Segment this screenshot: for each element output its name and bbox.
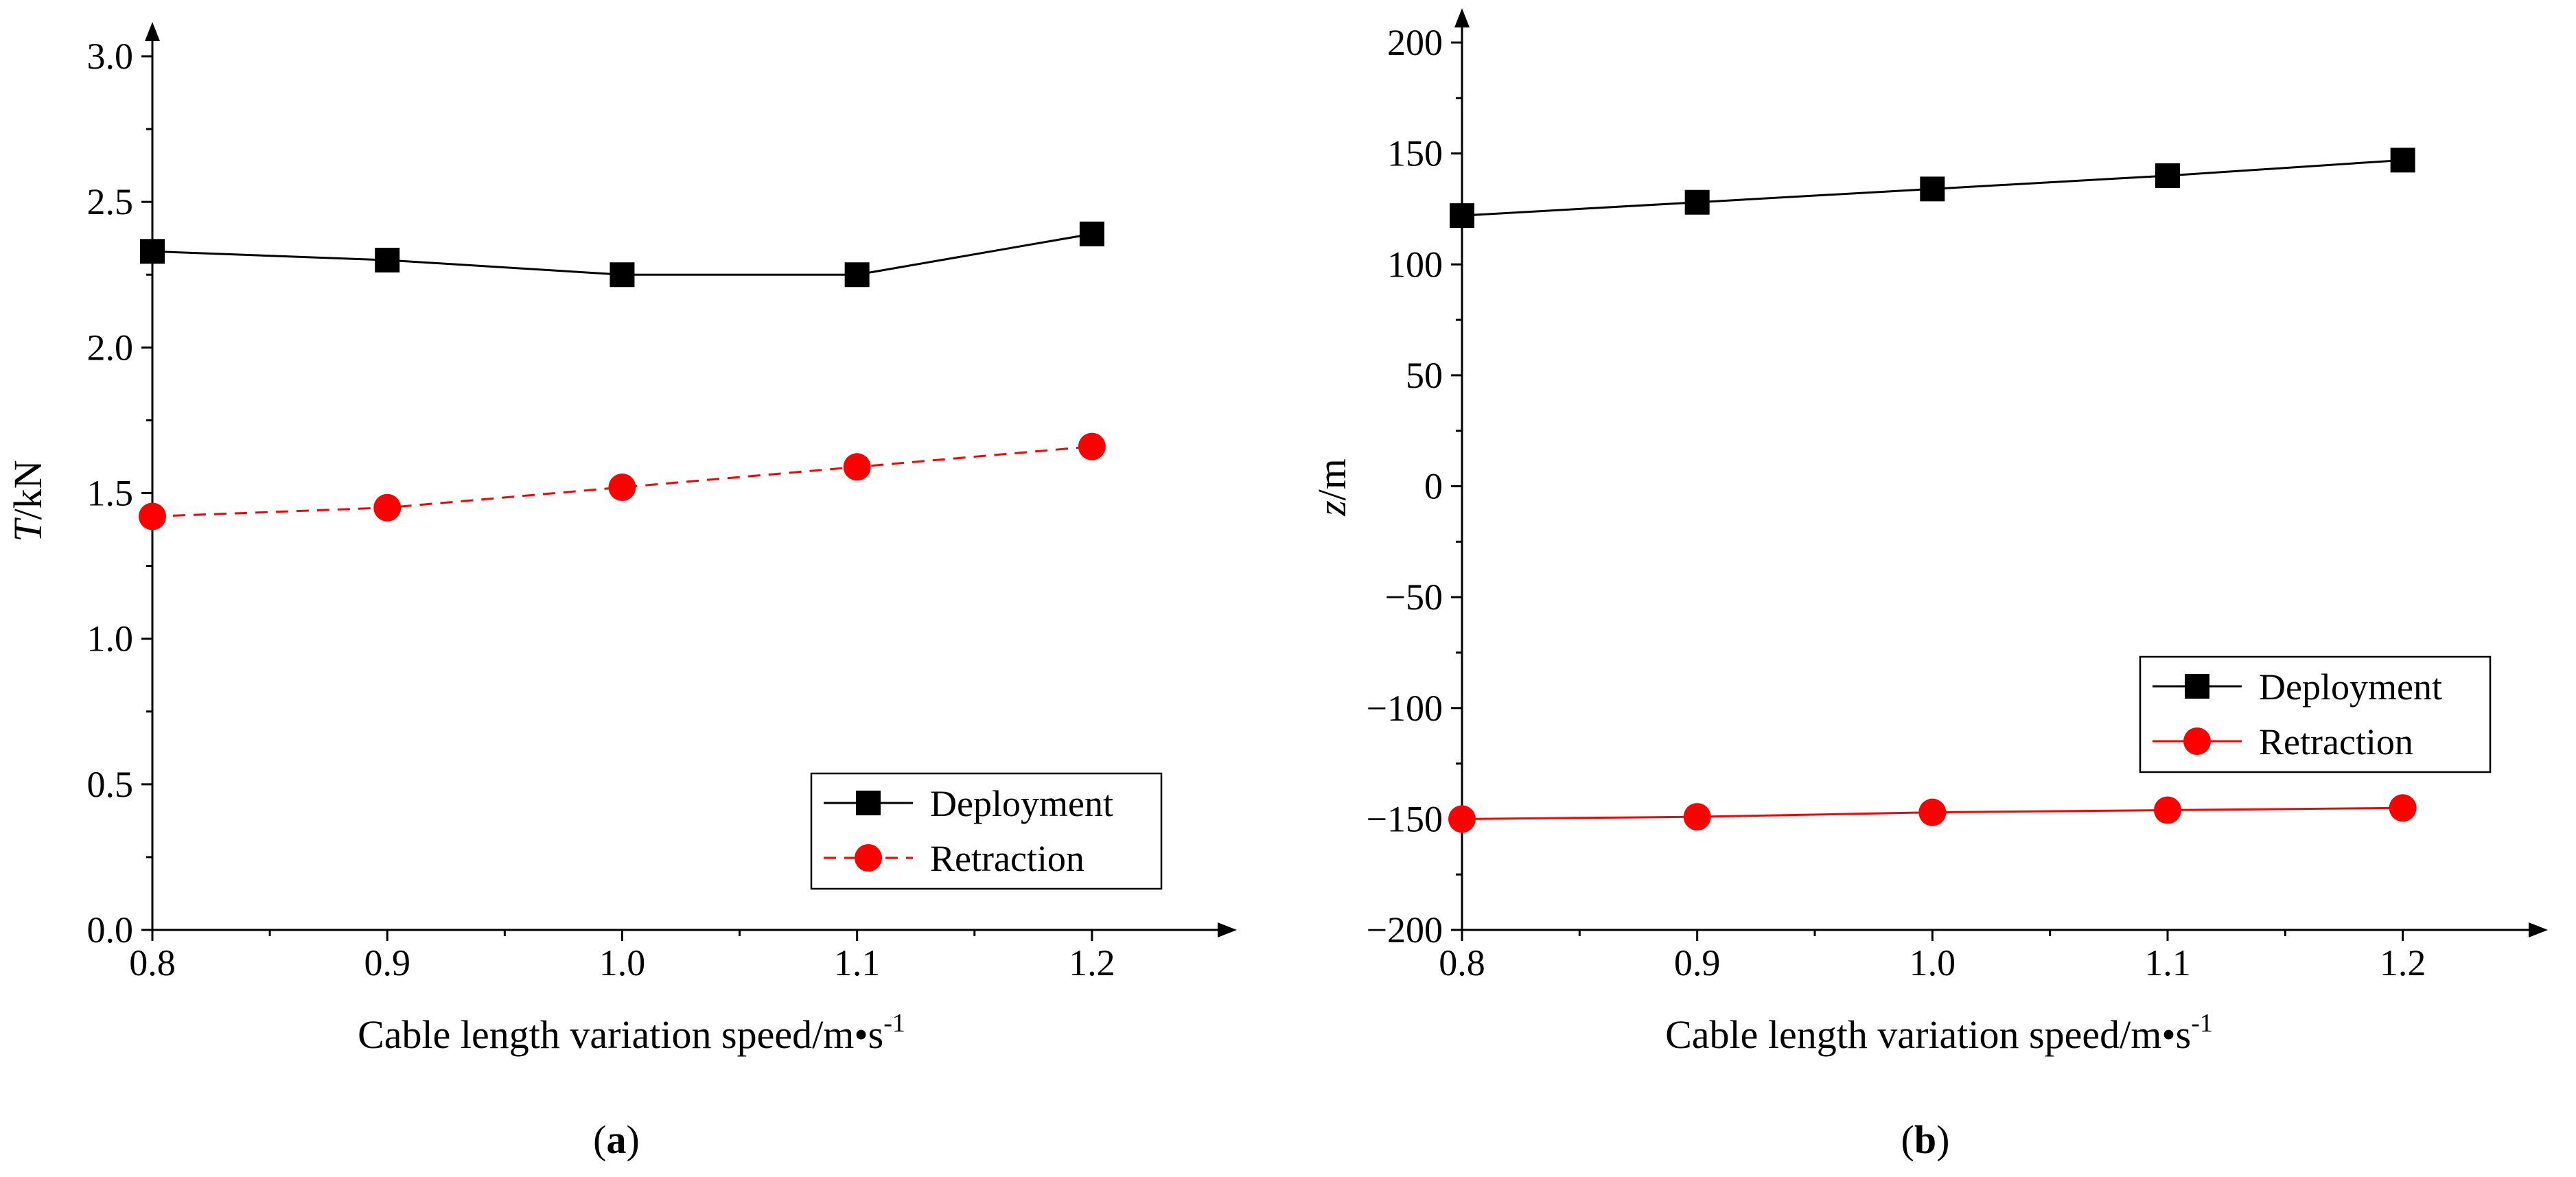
x-axis-arrow-a xyxy=(1218,922,1237,937)
caption-b: (b) xyxy=(1901,1117,1950,1162)
y-axis-arrow-b xyxy=(1454,8,1470,27)
data-point-deployment-a xyxy=(140,239,165,264)
legend-marker-deployment-a xyxy=(856,791,881,815)
x-axis-arrow-b xyxy=(2529,922,2548,937)
y-tick-label-b: −100 xyxy=(1367,688,1443,729)
data-point-deployment-a xyxy=(1079,221,1104,246)
legend-marker-retraction-a xyxy=(855,844,882,872)
y-tick-label-b: 100 xyxy=(1387,244,1443,285)
y-axis-label-b: z/m xyxy=(1310,458,1354,517)
legend-label-retraction-a: Retraction xyxy=(930,838,1084,879)
data-point-deployment-a xyxy=(610,262,635,288)
legend-marker-deployment-b xyxy=(2185,674,2209,699)
data-point-retraction-a xyxy=(608,474,636,502)
y-tick-label-b: 200 xyxy=(1387,22,1443,63)
y-tick-label-b: −150 xyxy=(1367,798,1443,839)
y-tick-label-a: 0.5 xyxy=(87,764,134,805)
y-axis-arrow-a xyxy=(145,22,160,41)
chart-panel-a: T/kN Cable length variation speed/m•s-1 … xyxy=(5,22,1237,1162)
legend-a: Deployment Retraction xyxy=(810,772,1163,890)
data-point-retraction-a xyxy=(139,502,166,531)
plot-area-a: 0.8 0.9 1.0 1.1 1.2 0.0 0.5 1.0 1.5 2.0 2.5 3.0 xyxy=(87,22,1237,983)
chart-panel-b: z/m Cable length variation speed/m•s-1 (… xyxy=(1310,8,2548,1162)
legend-b: Deployment Retraction xyxy=(2139,655,2492,773)
x-tick-label-b: 0.8 xyxy=(1439,942,1485,983)
y-axis-label-a: T/kN xyxy=(5,460,50,541)
y-tick-label-a: 2.0 xyxy=(87,327,134,368)
data-point-deployment-b xyxy=(2155,163,2180,188)
x-tick-label-a: 1.2 xyxy=(1069,942,1115,983)
x-tick-label-b: 1.1 xyxy=(2144,942,2191,983)
legend-label-deployment-a: Deployment xyxy=(930,783,1113,824)
y-tick-label-a: 0.0 xyxy=(87,909,134,951)
series-line-retraction-a xyxy=(152,445,1093,517)
y-tick-label-a: 3.0 xyxy=(87,36,134,77)
legend-marker-retraction-b xyxy=(2183,727,2211,755)
y-tick-label-a: 2.5 xyxy=(87,181,134,222)
y-tick-label-a: 1.0 xyxy=(87,618,134,660)
x-tick-label-a: 1.0 xyxy=(599,942,646,983)
y-tick-label-b: 150 xyxy=(1387,133,1443,174)
data-point-retraction-b xyxy=(1448,805,1476,833)
y-tick-label-a: 1.5 xyxy=(87,473,134,514)
x-tick-label-b: 0.9 xyxy=(1674,942,1721,983)
data-point-retraction-a xyxy=(373,493,402,522)
y-tick-label-b: −50 xyxy=(1385,576,1443,618)
y-tick-label-b: 50 xyxy=(1406,355,1443,396)
legend-label-deployment-b: Deployment xyxy=(2259,666,2442,708)
data-point-deployment-a xyxy=(375,248,400,273)
data-point-retraction-a xyxy=(843,453,871,481)
data-point-deployment-a xyxy=(844,262,870,288)
y-tick-label-b: 0 xyxy=(1424,466,1443,507)
data-point-retraction-b xyxy=(1683,803,1711,831)
caption-a: (a) xyxy=(593,1117,640,1162)
x-tick-label-a: 1.1 xyxy=(834,942,881,983)
x-axis-label-a: Cable length variation speed/m•s-1 xyxy=(358,1009,905,1057)
data-point-deployment-b xyxy=(1920,176,1945,202)
data-point-retraction-b xyxy=(2154,796,2181,824)
data-point-retraction-a xyxy=(1078,432,1106,461)
data-point-deployment-b xyxy=(2390,148,2415,173)
y-tick-label-b: −200 xyxy=(1367,909,1443,951)
x-axis-label-b: Cable length variation speed/m•s-1 xyxy=(1665,1009,2213,1057)
x-tick-label-b: 1.2 xyxy=(2380,942,2426,983)
data-point-retraction-b xyxy=(1918,798,1947,826)
data-point-deployment-b xyxy=(1450,203,1474,229)
legend-label-retraction-b: Retraction xyxy=(2259,721,2413,762)
data-point-retraction-b xyxy=(2389,794,2417,822)
x-tick-label-a: 0.8 xyxy=(129,942,176,983)
x-tick-label-b: 1.0 xyxy=(1910,942,1956,983)
x-tick-label-a: 0.9 xyxy=(364,942,410,983)
data-point-deployment-b xyxy=(1684,189,1710,215)
plot-area-b: 0.8 0.9 1.0 1.1 1.2 −200 −150 −100 −50 0 50 100 150 2… xyxy=(1367,8,2548,983)
